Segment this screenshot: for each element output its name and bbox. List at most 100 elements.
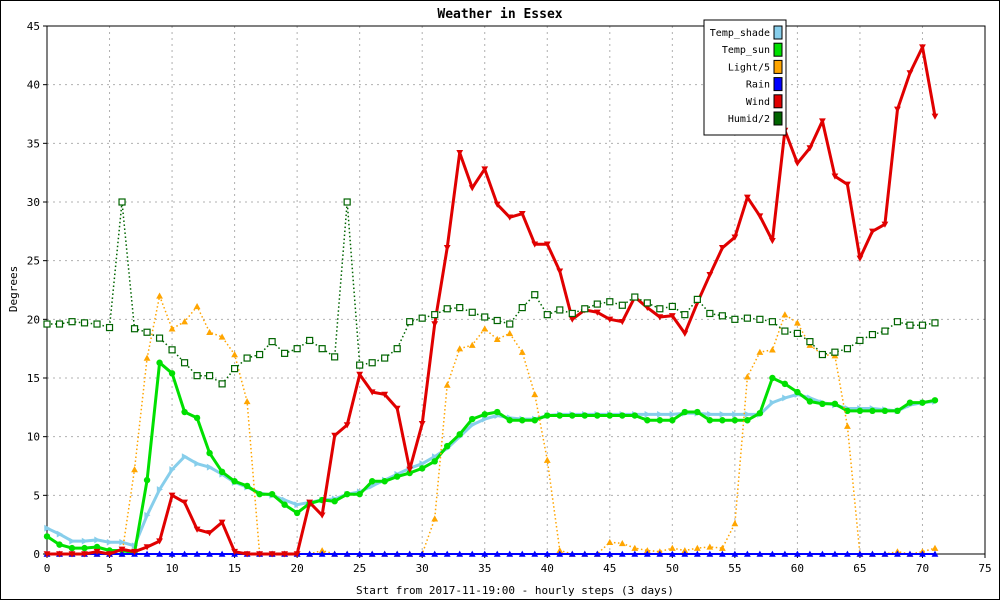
data-point — [518, 550, 526, 557]
x-tick-label: 55 — [728, 562, 741, 575]
data-point — [181, 499, 188, 506]
data-point — [493, 550, 501, 557]
data-point — [493, 316, 501, 325]
data-point — [531, 417, 538, 424]
data-point — [844, 550, 851, 557]
data-point — [444, 442, 451, 450]
data-point — [131, 466, 138, 473]
data-point — [693, 295, 701, 303]
data-point — [181, 550, 188, 557]
data-point — [368, 389, 376, 396]
x-tick-label: 45 — [603, 562, 616, 575]
data-point — [143, 544, 151, 551]
data-point — [644, 410, 651, 418]
data-point — [331, 432, 339, 439]
data-point — [431, 311, 439, 319]
data-point — [168, 492, 176, 499]
data-point — [144, 511, 151, 519]
data-point — [231, 365, 239, 373]
data-point — [506, 550, 514, 557]
data-point — [93, 543, 101, 551]
data-point — [718, 312, 726, 320]
data-point — [794, 160, 801, 167]
data-point — [231, 351, 238, 358]
data-point — [94, 536, 101, 544]
data-point — [669, 417, 676, 424]
data-point — [206, 463, 213, 471]
data-point — [381, 478, 388, 485]
data-point — [718, 544, 726, 551]
data-point — [631, 544, 639, 551]
data-point — [356, 371, 364, 378]
data-point — [456, 150, 464, 157]
x-tick-label: 5 — [106, 562, 113, 575]
legend-label: Wind — [746, 97, 770, 108]
x-tick-label: 35 — [478, 562, 491, 575]
data-point — [118, 546, 126, 553]
data-point — [881, 221, 889, 228]
data-point — [819, 118, 826, 125]
data-point — [881, 327, 889, 335]
data-point — [768, 318, 776, 326]
data-point — [631, 293, 639, 301]
data-point — [894, 407, 901, 415]
data-point — [43, 551, 51, 558]
legend-swatch — [773, 77, 783, 92]
data-point — [756, 315, 764, 323]
data-point — [169, 466, 176, 473]
data-point — [318, 512, 326, 519]
data-point — [418, 550, 426, 557]
data-point — [218, 380, 226, 388]
data-point — [331, 550, 339, 557]
legend-label: Humid/2 — [728, 114, 770, 125]
legend: Temp_shade Temp_sun Light/5 Rain Wind Humid/2 — [703, 19, 787, 136]
data-point — [68, 551, 76, 558]
data-point — [531, 391, 539, 398]
data-point — [143, 550, 151, 557]
data-point — [419, 465, 426, 472]
data-point — [556, 268, 564, 275]
y-tick-label: 35 — [27, 137, 40, 150]
data-point — [156, 486, 163, 493]
data-point — [393, 550, 401, 557]
data-point — [55, 320, 64, 328]
data-point — [93, 548, 101, 556]
data-point — [618, 550, 626, 557]
data-point — [719, 410, 726, 418]
data-point — [856, 336, 864, 345]
legend-swatch — [773, 42, 783, 57]
data-point — [406, 469, 413, 477]
data-point — [906, 321, 914, 329]
data-point — [456, 345, 464, 352]
data-point — [381, 550, 389, 557]
data-point — [543, 550, 551, 557]
x-tick-label: 60 — [791, 562, 804, 575]
series-rain — [43, 550, 939, 557]
data-point — [543, 241, 551, 248]
y-tick-label: 15 — [27, 372, 40, 385]
series-humid-2 — [43, 198, 939, 388]
data-point — [356, 550, 364, 557]
data-point — [194, 460, 201, 468]
data-point — [281, 551, 289, 558]
x-tick-label: 30 — [416, 562, 429, 575]
data-point — [193, 303, 201, 310]
data-point — [906, 70, 914, 77]
data-point — [531, 550, 539, 557]
data-point — [881, 550, 889, 557]
data-point — [556, 412, 563, 419]
data-point — [81, 551, 88, 558]
data-point — [768, 238, 776, 245]
grid — [47, 26, 985, 554]
data-point — [356, 361, 364, 369]
data-point — [231, 548, 238, 556]
data-point — [819, 550, 826, 557]
y-tick-label: 0 — [33, 548, 40, 561]
data-point — [718, 550, 726, 557]
data-point — [606, 316, 614, 323]
data-point — [181, 408, 188, 416]
data-point — [769, 399, 776, 407]
data-point — [268, 490, 276, 498]
data-point — [419, 460, 426, 468]
